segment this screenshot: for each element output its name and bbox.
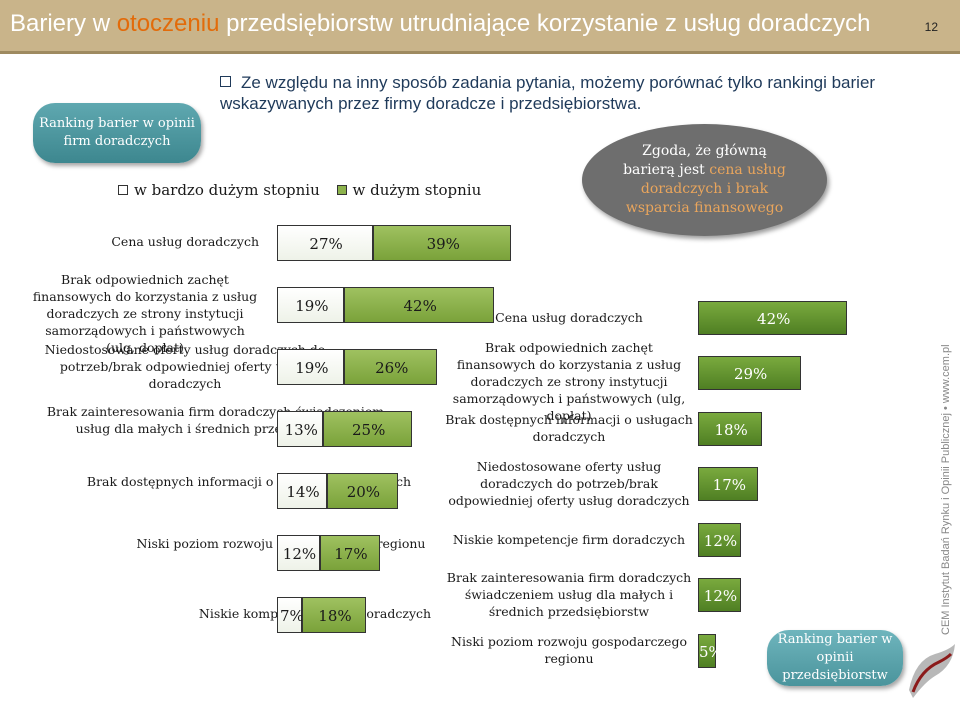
bar-value-label: 17% <box>334 545 368 563</box>
bar-very-high: 27% <box>277 225 373 261</box>
bar-value-label: 29% <box>733 365 768 383</box>
bar-enterprise: 29% <box>698 356 801 390</box>
bar-value-label: 19% <box>295 359 329 377</box>
bar-enterprise: 17% <box>698 467 759 501</box>
bar-value-label: 27% <box>309 235 343 253</box>
bar-value-label: 12% <box>282 545 317 563</box>
callout-highlight: cena usług doradczych i brak wsparcia fi… <box>625 162 786 216</box>
bar-value-label: 18% <box>714 421 748 439</box>
right-category-label: Niskie kompetencje firm doradczych <box>452 532 686 547</box>
bar-very-high: 14% <box>277 473 327 509</box>
bar-value-label: 12% <box>703 532 738 550</box>
left-category-label: Niedostosowane oferty usług doradczych d… <box>44 342 326 391</box>
bar-enterprise: 12% <box>698 578 741 612</box>
page-number: 12 <box>924 20 938 34</box>
left-category-label: Brak odpowiednich zachęt finansowych do … <box>32 272 258 355</box>
bar-value-label: 5% <box>699 643 723 661</box>
bar-value-label: 39% <box>426 235 460 253</box>
bar-value-label: 14% <box>286 483 320 501</box>
right-category-label: Brak dostępnych informacji o usługach do… <box>445 412 693 444</box>
bar-value-label: 7% <box>280 607 304 625</box>
left-category-label: Cena usług doradczych <box>111 234 259 249</box>
bar-high: 18% <box>301 597 366 633</box>
title-accent: otoczeniu <box>116 10 220 37</box>
bar-value-label: 19% <box>295 297 329 315</box>
bar-value-label: 17% <box>712 476 747 494</box>
watermark: CEM Instytut Badań Rynku i Opinii Public… <box>940 344 952 635</box>
right-category-label: Brak zainteresowania firm doradczych świ… <box>446 570 692 619</box>
right-category-label: Niski poziom rozwoju gospodarczego regio… <box>451 634 687 666</box>
bar-high: 17% <box>319 535 380 571</box>
cem-logo-icon <box>909 644 955 698</box>
bar-enterprise: 18% <box>698 412 762 446</box>
bar-high: 26% <box>344 349 437 385</box>
bar-high: 42% <box>344 287 494 323</box>
bar-very-high: 7% <box>277 597 304 633</box>
bar-high: 20% <box>326 473 398 509</box>
bar-value-label: 42% <box>403 297 437 315</box>
intro-note: Ze względu na inny sposób zadania pytani… <box>220 72 900 114</box>
left-category-label: Brak dostępnych informacji o usługach do… <box>86 474 412 489</box>
callout-oval: Zgoda, że główną barierą jest cena usług… <box>582 124 827 236</box>
right-panel-label: Ranking barier w opinii przedsiębiorstw <box>767 630 903 686</box>
bar-value-label: 25% <box>352 421 386 439</box>
bar-very-high: 12% <box>277 535 320 571</box>
bar-value-label: 26% <box>375 359 409 377</box>
bar-value-label: 12% <box>703 587 738 605</box>
bar-value-label: 42% <box>757 310 791 328</box>
page-title: Bariery w otoczeniu przedsiębiorstw utru… <box>10 10 871 37</box>
bar-enterprise: 42% <box>698 301 848 335</box>
intro-text: Ze względu na inny sposób zadania pytani… <box>220 73 876 113</box>
bar-value-label: 13% <box>284 421 318 439</box>
bar-very-high: 13% <box>277 411 324 447</box>
right-category-label: Cena usług doradczych <box>495 310 643 325</box>
legend-item-very-high: w bardzo dużym stopniu <box>118 181 320 199</box>
bar-very-high: 19% <box>277 349 345 385</box>
legend: w bardzo dużym stopniu w dużym stopniu <box>118 181 493 199</box>
bar-enterprise: 5% <box>698 634 723 668</box>
legend-item-high: w dużym stopniu <box>336 181 481 199</box>
checkbox-bullet-icon <box>220 76 231 87</box>
bar-high: 25% <box>323 411 412 447</box>
legend-swatch-very-high <box>118 185 128 195</box>
bar-value-label: 20% <box>346 483 381 501</box>
left-panel-label: Ranking barier w opinii firm doradczych <box>33 103 201 163</box>
right-category-label: Niedostosowane oferty usług doradczych d… <box>448 459 690 508</box>
legend-swatch-high <box>336 185 347 195</box>
bar-value-label: 18% <box>318 607 352 625</box>
header-bar: Bariery w otoczeniu przedsiębiorstw utru… <box>0 0 960 54</box>
bar-high: 39% <box>372 225 512 261</box>
bar-enterprise: 12% <box>698 523 741 557</box>
right-category-label: Brak odpowiednich zachęt finansowych do … <box>452 340 686 423</box>
bar-very-high: 19% <box>277 287 345 323</box>
